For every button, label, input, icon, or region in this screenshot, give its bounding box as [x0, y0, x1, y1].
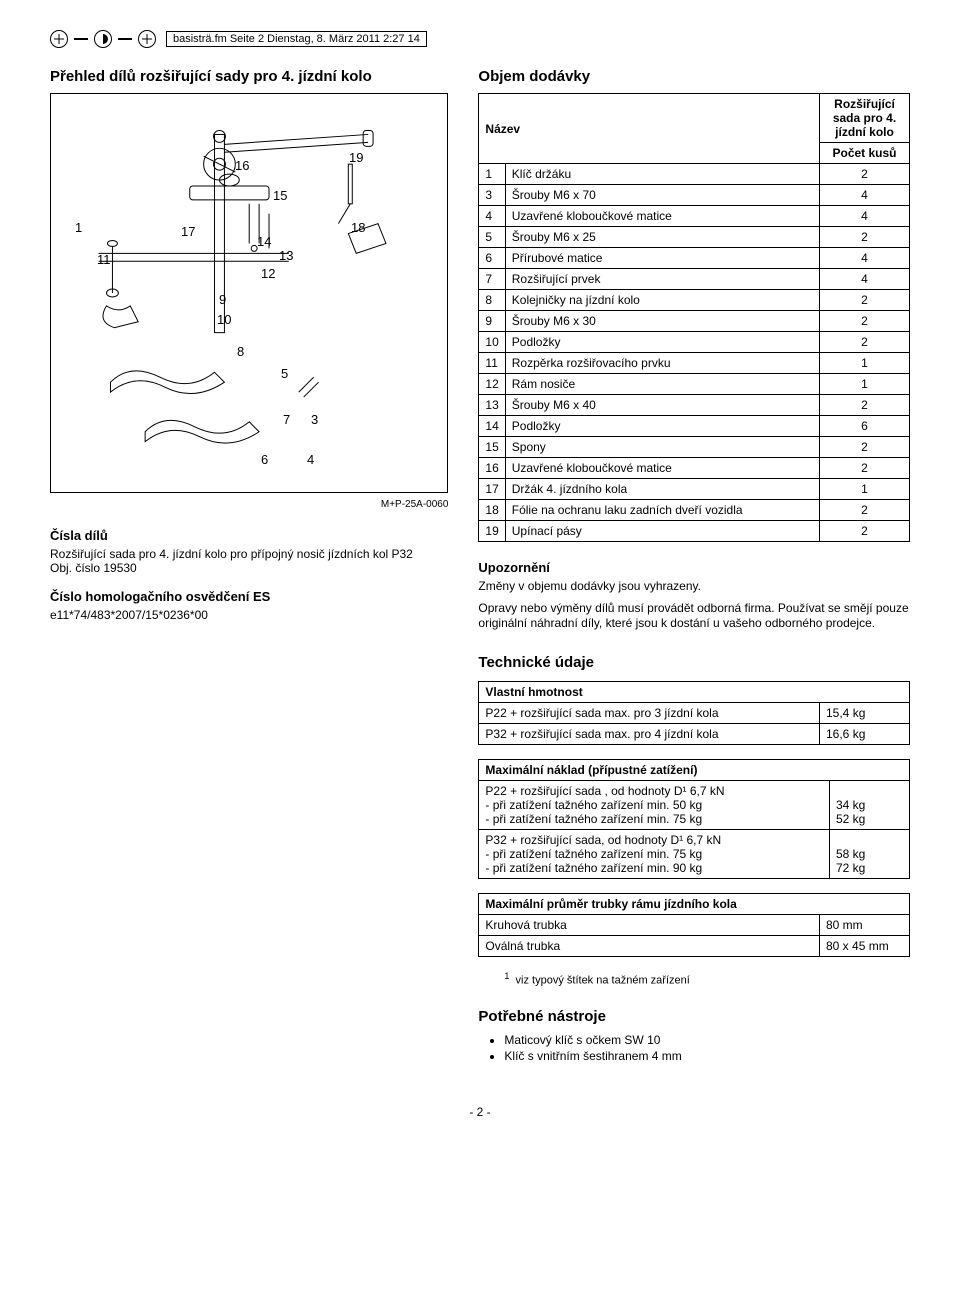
half-circle-icon — [94, 30, 112, 48]
callout-18: 18 — [351, 220, 365, 235]
table-row: 16Uzavřené kloboučkové matice2 — [479, 458, 910, 479]
table-row: 9Šrouby M6 x 302 — [479, 311, 910, 332]
notice-p2: Opravy nebo výměny dílů musí provádět od… — [478, 601, 910, 632]
weight-head: Vlastní hmotnost — [479, 681, 910, 702]
callout-5: 5 — [281, 366, 288, 381]
part-numbers-heading: Čísla dílů — [50, 528, 448, 543]
header-icons — [50, 30, 156, 48]
callout-8: 8 — [237, 344, 244, 359]
header-ref-text: basisträ.fm Seite 2 Dienstag, 8. März 20… — [166, 31, 427, 47]
load-table: Maximální náklad (přípustné zatížení) P2… — [478, 759, 910, 879]
notice-block: Upozornění Změny v objemu dodávky jsou v… — [478, 560, 910, 632]
callout-11: 11 — [97, 252, 111, 267]
part-numbers-line2: Obj. číslo 19530 — [50, 561, 137, 575]
table-row: 5Šrouby M6 x 252 — [479, 227, 910, 248]
tube-table: Maximální průměr trubky rámu jízdního ko… — [478, 893, 910, 957]
callout-13: 13 — [279, 248, 293, 263]
diagram-reference: M+P-25A-0060 — [50, 499, 448, 510]
col-set: Rozšiřující sada pro 4. jízdní kolo — [820, 94, 910, 143]
notice-heading: Upozornění — [478, 560, 910, 575]
list-item: Maticový klíč s očkem SW 10 — [504, 1033, 910, 1047]
crop-mark-icon — [50, 30, 68, 48]
table-row: 8Kolejničky na jízdní kolo2 — [479, 290, 910, 311]
table-row: 4Uzavřené kloboučkové matice4 — [479, 206, 910, 227]
table-row: P32 + rozšiřující sada, od hodnoty D¹ 6,… — [479, 829, 910, 878]
footnote: 1 viz typový štítek na tažném zařízení — [478, 971, 910, 987]
table-row: 18Fólie na ochranu laku zadních dveří vo… — [479, 500, 910, 521]
table-row: P22 + rozšiřující sada , od hodnoty D¹ 6… — [479, 780, 910, 829]
callout-12: 12 — [261, 266, 275, 281]
dash-icon — [118, 38, 132, 40]
callout-6: 6 — [261, 452, 268, 467]
callout-9: 9 — [219, 292, 226, 307]
page-number: - 2 - — [50, 1105, 910, 1119]
callout-3: 3 — [311, 412, 318, 427]
tools-heading: Potřebné nástroje — [478, 1008, 910, 1025]
part-numbers-text: Rozšiřující sada pro 4. jízdní kolo pro … — [50, 547, 448, 575]
header-reference: basisträ.fm Seite 2 Dienstag, 8. März 20… — [50, 30, 910, 48]
table-row: 17Držák 4. jízdního kola1 — [479, 479, 910, 500]
table-row: 15Spony2 — [479, 437, 910, 458]
col-name: Název — [479, 94, 820, 164]
callout-7: 7 — [283, 412, 290, 427]
table-row: 3Šrouby M6 x 704 — [479, 185, 910, 206]
parts-diagram: 1 11 17 16 15 14 13 12 9 10 8 5 7 3 6 4 … — [50, 93, 448, 493]
delivery-table: Název Rozšiřující sada pro 4. jízdní kol… — [478, 93, 910, 542]
tools-list: Maticový klíč s očkem SW 10 Klíč s vnitřn… — [478, 1033, 910, 1063]
callout-4: 4 — [307, 452, 314, 467]
table-row: 6Přírubové matice4 — [479, 248, 910, 269]
callout-14: 14 — [257, 234, 271, 249]
crop-mark-icon — [138, 30, 156, 48]
footnote-marker: 1 — [504, 971, 509, 981]
list-item: Klíč s vnitřním šestihranem 4 mm — [504, 1049, 910, 1063]
load-head: Maximální náklad (přípustné zatížení) — [479, 759, 910, 780]
callout-16: 16 — [235, 158, 249, 173]
table-row: P32 + rozšiřující sada max. pro 4 jízdní… — [479, 723, 910, 744]
table-row: 13Šrouby M6 x 402 — [479, 395, 910, 416]
part-numbers-line1: Rozšiřující sada pro 4. jízdní kolo pro … — [50, 547, 413, 561]
weight-table: Vlastní hmotnost P22 + rozšiřující sada … — [478, 681, 910, 745]
dash-icon — [74, 38, 88, 40]
homologation-heading: Číslo homologačního osvědčení ES — [50, 589, 448, 604]
col-qty: Počet kusů — [820, 143, 910, 164]
homologation-value: e11*74/483*2007/15*0236*00 — [50, 608, 448, 622]
callout-17: 17 — [181, 224, 195, 239]
table-row: 14Podložky6 — [479, 416, 910, 437]
tech-heading: Technické údaje — [478, 654, 910, 671]
callout-19: 19 — [349, 150, 363, 165]
table-row: P22 + rozšiřující sada max. pro 3 jízdní… — [479, 702, 910, 723]
callout-10: 10 — [217, 312, 231, 327]
notice-p1: Změny v objemu dodávky jsou vyhrazeny. — [478, 579, 910, 595]
table-row: 11Rozpěrka rozšiřovacího prvku1 — [479, 353, 910, 374]
table-row: 10Podložky2 — [479, 332, 910, 353]
callout-1: 1 — [75, 220, 82, 235]
overview-title: Přehled dílů rozšiřující sady pro 4. jíz… — [50, 68, 448, 85]
table-row: 19Upínací pásy2 — [479, 521, 910, 542]
footnote-text: viz typový štítek na tažném zařízení — [516, 974, 690, 986]
table-row: Kruhová trubka80 mm — [479, 914, 910, 935]
delivery-title: Objem dodávky — [478, 68, 910, 85]
table-row: 7Rozšiřující prvek4 — [479, 269, 910, 290]
tube-head: Maximální průměr trubky rámu jízdního ko… — [479, 893, 910, 914]
callout-15: 15 — [273, 188, 287, 203]
table-row: 1Klíč držáku2 — [479, 164, 910, 185]
table-row: 12Rám nosiče1 — [479, 374, 910, 395]
table-row: Oválná trubka80 x 45 mm — [479, 935, 910, 956]
